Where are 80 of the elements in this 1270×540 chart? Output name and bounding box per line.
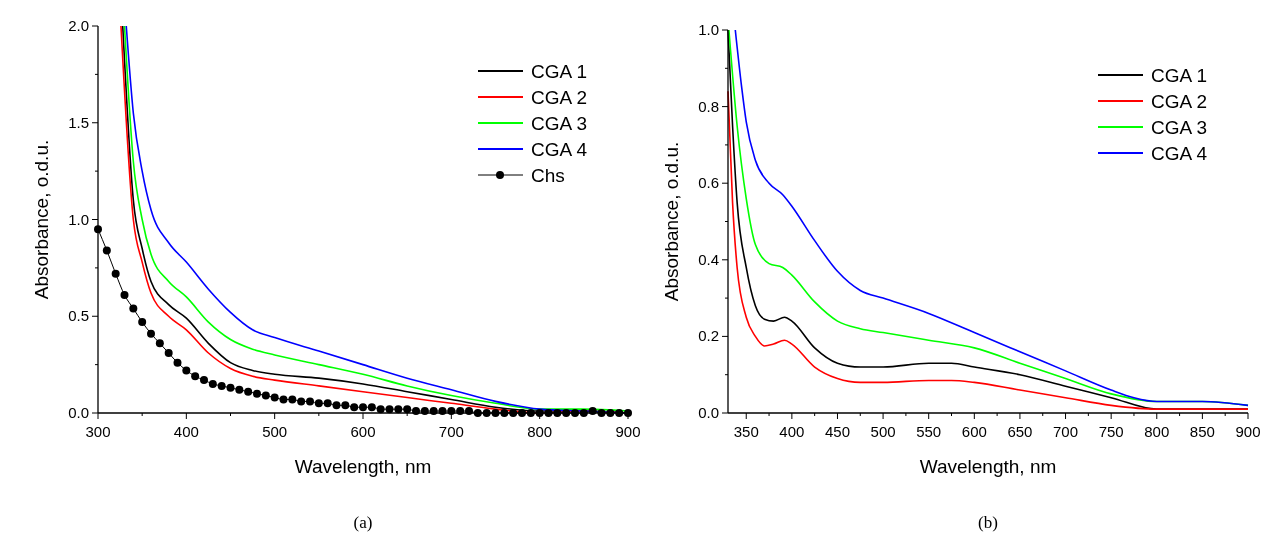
y-tick-label: 0.2 xyxy=(698,327,719,345)
legend-label: CGA 4 xyxy=(1151,143,1208,164)
point xyxy=(217,381,226,390)
legend-label: Chs xyxy=(531,165,565,186)
y-axis-title: Absorbance, o.d.u. xyxy=(661,141,682,302)
x-tick-label: 400 xyxy=(173,423,199,440)
point xyxy=(385,405,394,414)
point xyxy=(164,349,173,358)
x-tick-label: 900 xyxy=(1235,423,1261,440)
y-tick-label: 2.0 xyxy=(68,17,89,34)
x-tick-label: 550 xyxy=(916,423,942,440)
y-tick-label: 0.5 xyxy=(68,307,89,325)
point xyxy=(288,395,297,404)
point xyxy=(200,376,208,385)
point xyxy=(235,385,244,394)
point xyxy=(208,379,217,388)
x-tick-label: 700 xyxy=(438,423,464,440)
point xyxy=(253,389,261,398)
point xyxy=(279,395,288,404)
point xyxy=(403,405,412,414)
text: (a) xyxy=(353,513,373,532)
point xyxy=(111,269,120,278)
y-tick-label: 0.6 xyxy=(698,174,719,192)
x-tick-label: 700 xyxy=(1053,423,1079,440)
point xyxy=(314,399,323,408)
point xyxy=(261,391,270,400)
y-axis-title: Absorbance, o.d.u. xyxy=(31,139,52,300)
legend-label: CGA 1 xyxy=(531,61,587,82)
x-tick-label: 900 xyxy=(615,423,641,440)
point xyxy=(332,401,341,410)
text: (b) xyxy=(978,513,998,532)
x-tick-label: 400 xyxy=(779,423,805,440)
point xyxy=(306,397,314,406)
legend-label: CGA 2 xyxy=(1151,91,1207,112)
x-tick-label: 600 xyxy=(350,423,376,440)
point xyxy=(270,393,279,402)
x-tick-label: 500 xyxy=(262,423,288,440)
x-tick-label: 350 xyxy=(733,423,759,440)
point xyxy=(394,405,403,414)
point xyxy=(367,403,376,412)
legend-label: CGA 3 xyxy=(531,113,587,134)
x-tick-label: 500 xyxy=(870,423,896,440)
legend-label: CGA 2 xyxy=(531,87,587,108)
point xyxy=(182,366,191,375)
x-tick-label: 800 xyxy=(527,423,553,440)
x-tick-label: 450 xyxy=(824,423,850,440)
y-tick-label: 1.0 xyxy=(68,210,89,228)
point xyxy=(350,403,359,412)
legend-label: CGA 1 xyxy=(1151,65,1207,86)
legend-label: CGA 4 xyxy=(531,139,588,160)
x-axis-title: Wavelength, nm xyxy=(294,456,432,477)
x-tick-label: 300 xyxy=(85,423,111,440)
y-tick-label: 0.4 xyxy=(698,250,719,268)
x-tick-label: 600 xyxy=(961,423,987,440)
point xyxy=(102,246,111,255)
x-axis-title: Wavelength, nm xyxy=(919,456,1057,477)
point xyxy=(138,318,147,327)
point xyxy=(120,290,129,299)
point xyxy=(244,387,253,396)
point xyxy=(376,405,385,414)
point xyxy=(226,383,235,392)
legend-label: CGA 3 xyxy=(1151,117,1207,138)
point xyxy=(323,399,332,408)
x-tick-label: 850 xyxy=(1189,423,1215,440)
point xyxy=(297,397,306,406)
point xyxy=(173,358,182,367)
point xyxy=(129,304,138,313)
point xyxy=(155,339,164,348)
x-tick-label: 800 xyxy=(1144,423,1170,440)
y-tick-label: 1.5 xyxy=(68,113,89,131)
point xyxy=(147,329,155,338)
point xyxy=(359,403,367,412)
point xyxy=(191,372,200,381)
y-tick-label: 1.0 xyxy=(698,21,719,38)
y-tick-label: 0.0 xyxy=(698,404,719,421)
x-tick-label: 650 xyxy=(1007,423,1033,440)
y-tick-label: 0.0 xyxy=(68,404,89,421)
y-tick-label: 0.8 xyxy=(698,97,719,115)
x-tick-label: 750 xyxy=(1098,423,1124,440)
point xyxy=(341,401,350,410)
